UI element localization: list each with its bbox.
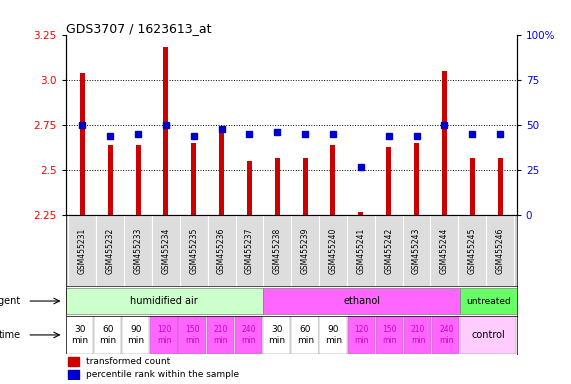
Text: 210
min: 210 min: [214, 325, 228, 345]
Bar: [96, 215, 124, 286]
Bar: [207, 316, 234, 354]
Text: untreated: untreated: [466, 296, 511, 306]
Bar: [208, 215, 235, 286]
Text: GSM455237: GSM455237: [245, 228, 254, 274]
Bar: [275, 157, 280, 215]
Bar: [486, 215, 514, 286]
Bar: [376, 316, 403, 354]
Text: GSM455241: GSM455241: [356, 228, 365, 274]
Text: transformed count: transformed count: [86, 357, 170, 366]
Bar: [135, 145, 140, 215]
Bar: [460, 316, 516, 354]
Bar: [470, 157, 475, 215]
Text: ethanol: ethanol: [343, 296, 380, 306]
Bar: [163, 47, 168, 215]
Text: 30
min: 30 min: [268, 325, 286, 345]
Text: GSM455231: GSM455231: [78, 228, 87, 274]
Text: 90
min: 90 min: [127, 325, 144, 345]
Text: humidified air: humidified air: [130, 296, 198, 306]
Bar: [68, 370, 79, 379]
Bar: [263, 288, 460, 314]
Bar: [66, 288, 263, 314]
Bar: [150, 316, 178, 354]
Bar: [247, 161, 252, 215]
Text: GSM455246: GSM455246: [496, 228, 505, 274]
Bar: [235, 316, 262, 354]
Bar: [459, 215, 486, 286]
Bar: [94, 316, 121, 354]
Text: GSM455240: GSM455240: [328, 228, 337, 274]
Bar: [69, 215, 96, 286]
Text: GSM455243: GSM455243: [412, 228, 421, 274]
Bar: [291, 215, 319, 286]
Bar: [66, 316, 93, 354]
Bar: [375, 215, 403, 286]
Text: GDS3707 / 1623613_at: GDS3707 / 1623613_at: [66, 22, 211, 35]
Text: percentile rank within the sample: percentile rank within the sample: [86, 370, 239, 379]
Text: GSM455236: GSM455236: [217, 228, 226, 274]
Bar: [359, 212, 363, 215]
Text: 90
min: 90 min: [325, 325, 342, 345]
Text: 150
min: 150 min: [383, 325, 397, 345]
Bar: [497, 157, 502, 215]
Text: GSM455244: GSM455244: [440, 228, 449, 274]
Text: GSM455232: GSM455232: [106, 228, 115, 274]
Bar: [460, 288, 517, 314]
Bar: [219, 127, 224, 215]
Bar: [235, 215, 263, 286]
Text: 210
min: 210 min: [411, 325, 425, 345]
Bar: [122, 316, 150, 354]
Text: GSM455234: GSM455234: [162, 228, 170, 274]
Bar: [414, 143, 419, 215]
Text: 240
min: 240 min: [242, 325, 256, 345]
Bar: [108, 145, 112, 215]
Text: 120
min: 120 min: [355, 325, 369, 345]
Bar: [178, 316, 206, 354]
Text: GSM455242: GSM455242: [384, 228, 393, 274]
Text: GSM455238: GSM455238: [273, 228, 282, 274]
Text: GSM455235: GSM455235: [189, 228, 198, 274]
Text: 120
min: 120 min: [157, 325, 172, 345]
Bar: [263, 215, 291, 286]
Bar: [442, 71, 447, 215]
Bar: [347, 215, 375, 286]
Text: GSM455233: GSM455233: [134, 228, 143, 274]
Bar: [68, 357, 79, 366]
Bar: [152, 215, 180, 286]
Bar: [432, 316, 460, 354]
Text: GSM455239: GSM455239: [301, 228, 309, 274]
Bar: [80, 73, 85, 215]
Bar: [291, 316, 319, 354]
Text: agent: agent: [0, 296, 21, 306]
Bar: [431, 215, 459, 286]
Bar: [124, 215, 152, 286]
Text: control: control: [472, 330, 505, 340]
Bar: [319, 215, 347, 286]
Bar: [331, 145, 336, 215]
Text: GSM455245: GSM455245: [468, 228, 477, 274]
Bar: [303, 157, 308, 215]
Text: time: time: [0, 330, 21, 340]
Bar: [180, 215, 208, 286]
Bar: [404, 316, 431, 354]
Text: 240
min: 240 min: [439, 325, 453, 345]
Text: 150
min: 150 min: [185, 325, 200, 345]
Bar: [386, 147, 391, 215]
Bar: [403, 215, 431, 286]
Bar: [348, 316, 375, 354]
Text: 60
min: 60 min: [99, 325, 116, 345]
Bar: [263, 316, 290, 354]
Bar: [319, 316, 347, 354]
Bar: [191, 143, 196, 215]
Text: 30
min: 30 min: [71, 325, 89, 345]
Text: 60
min: 60 min: [297, 325, 314, 345]
